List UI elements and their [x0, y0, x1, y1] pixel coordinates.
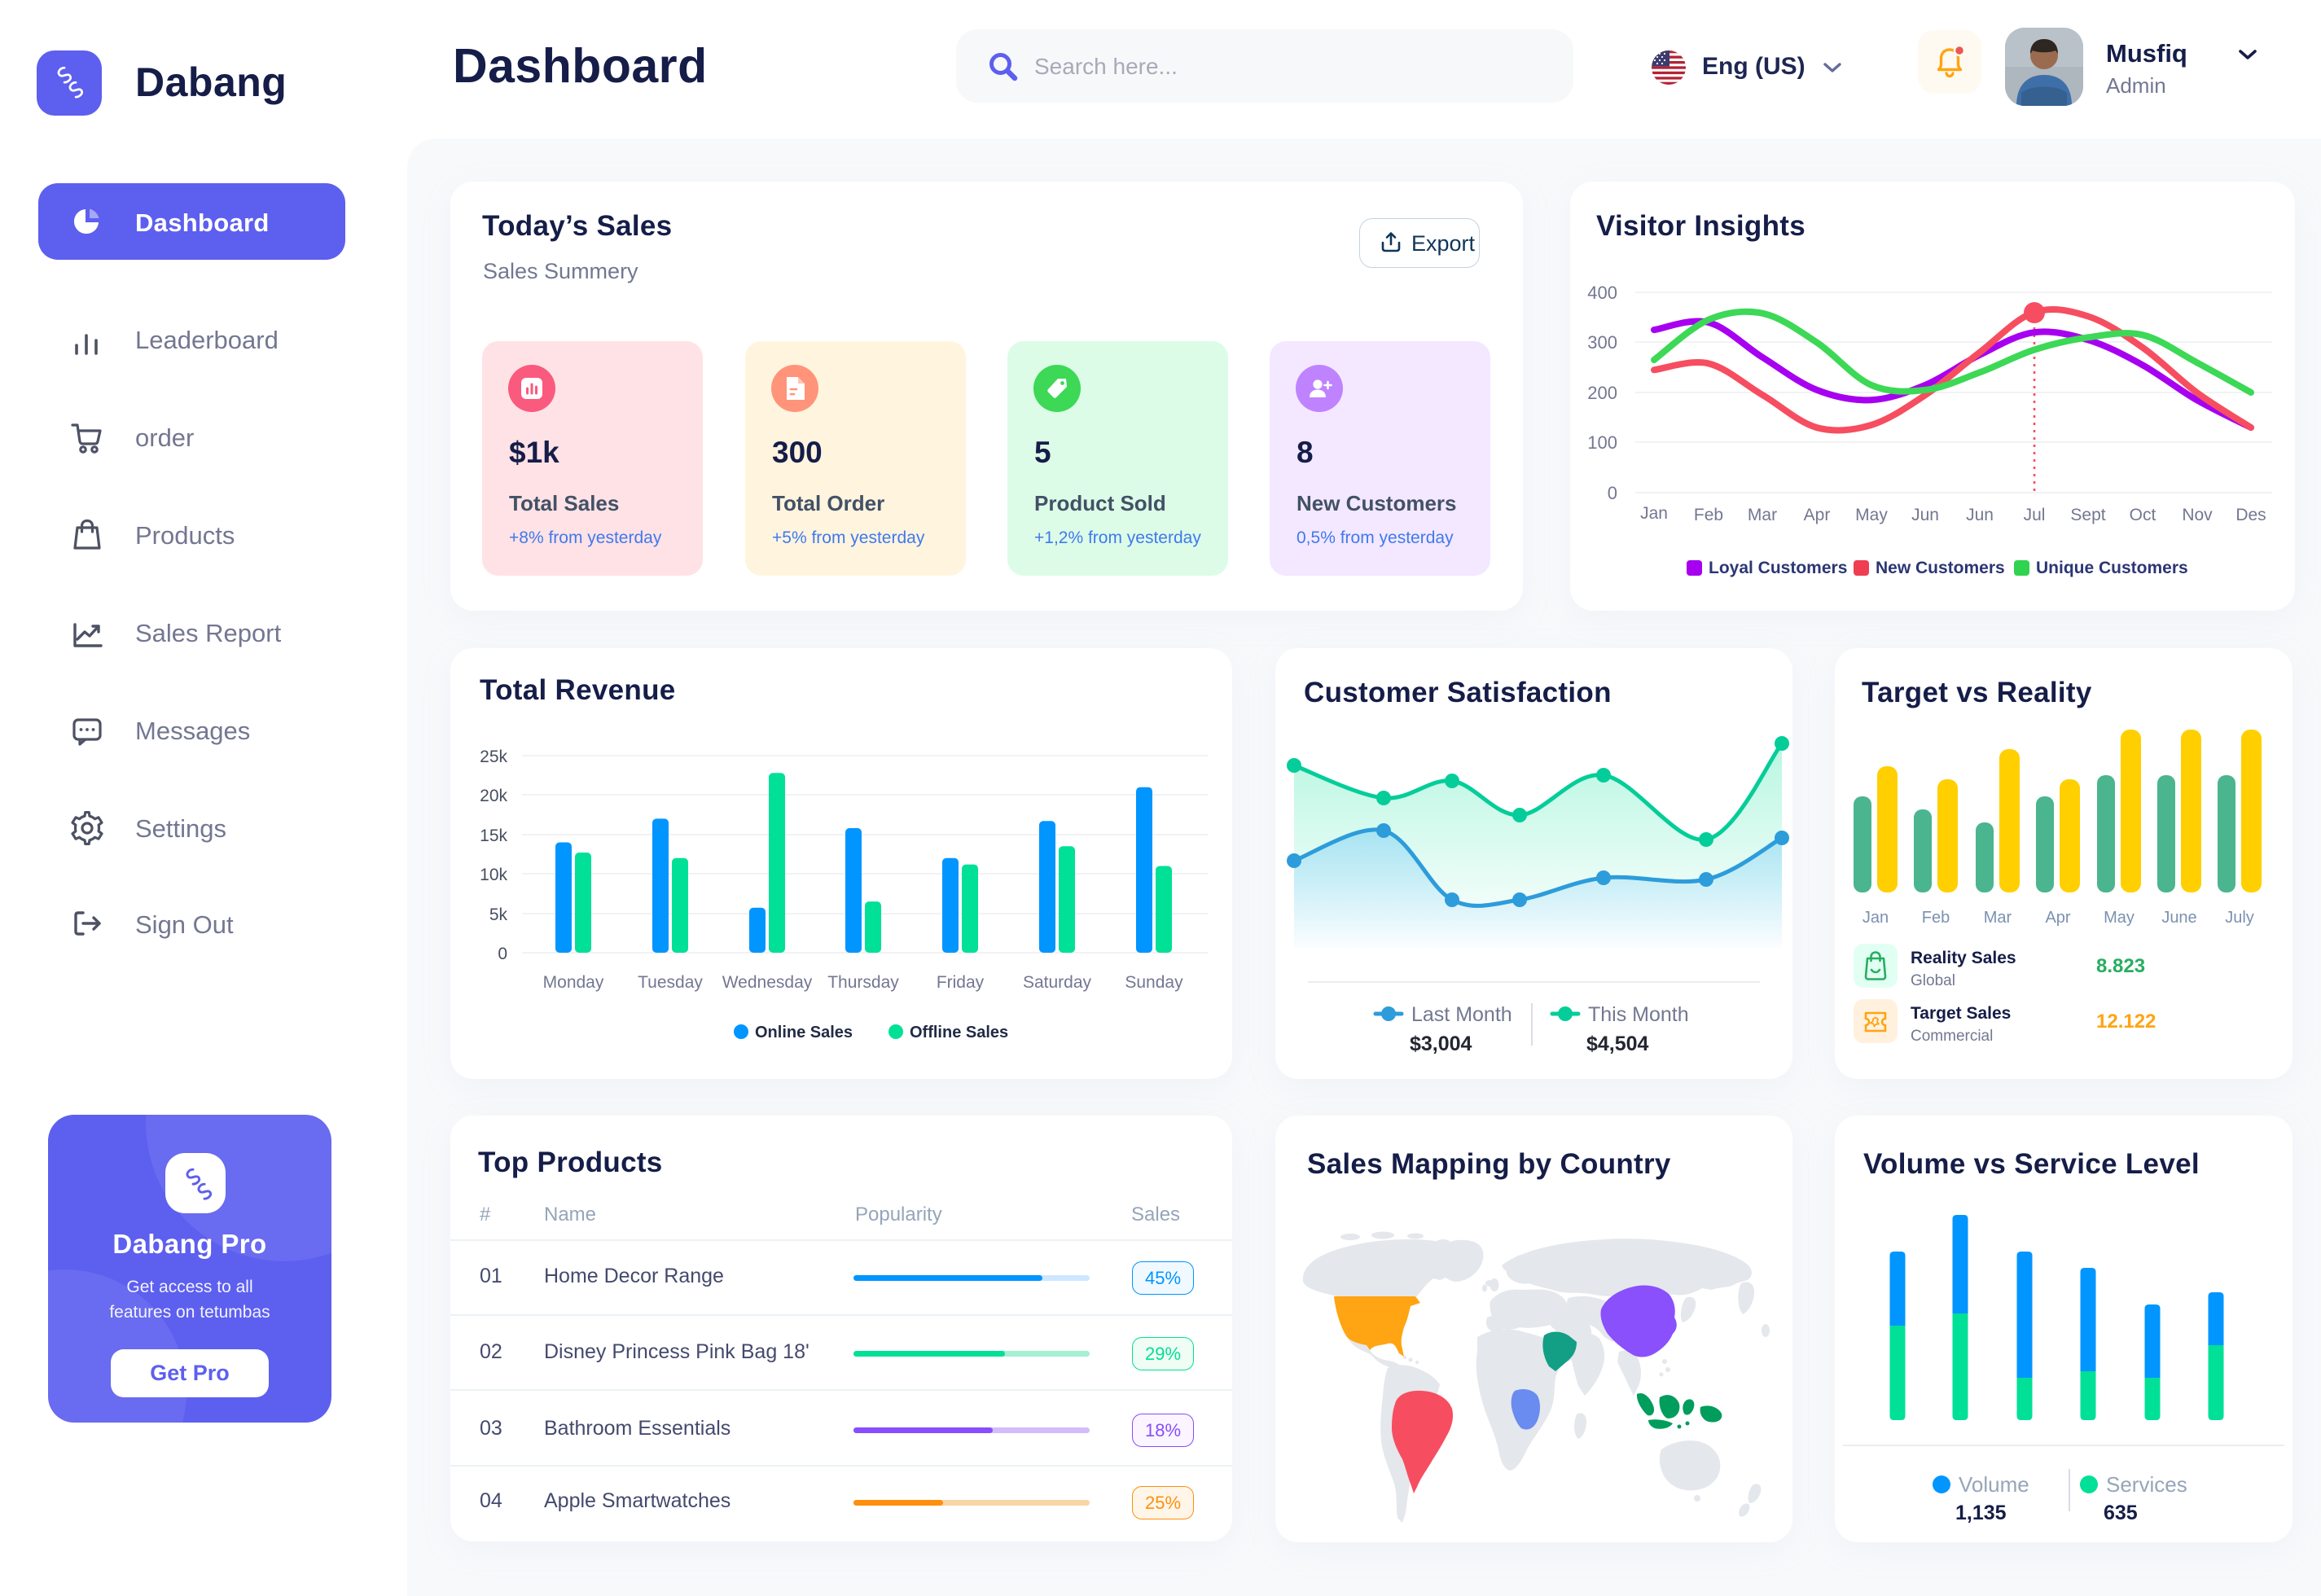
svg-text:Jan: Jan — [1863, 909, 1889, 927]
svg-text:May: May — [1855, 506, 1888, 524]
svg-text:100: 100 — [1587, 432, 1617, 453]
svg-text:25k: 25k — [480, 748, 507, 766]
svg-text:May: May — [2104, 909, 2135, 927]
svg-text:Loyal Customers: Loyal Customers — [1709, 559, 1847, 577]
svg-text:5k: 5k — [489, 905, 508, 924]
svg-text:$3,004: $3,004 — [1410, 1033, 1472, 1055]
svg-text:Jun: Jun — [1966, 506, 1994, 524]
svg-text:Feb: Feb — [1922, 909, 1950, 927]
svg-text:200: 200 — [1587, 383, 1617, 403]
svg-text:Sept: Sept — [2070, 506, 2105, 524]
svg-text:Feb: Feb — [1694, 506, 1723, 524]
svg-text:June: June — [2161, 909, 2196, 927]
svg-text:0: 0 — [1608, 483, 1617, 503]
svg-text:8.823: 8.823 — [2096, 955, 2145, 977]
svg-text:Online Sales: Online Sales — [755, 1024, 853, 1041]
svg-text:$4,504: $4,504 — [1586, 1033, 1649, 1055]
svg-text:Apr: Apr — [1804, 506, 1831, 524]
svg-text:1,135: 1,135 — [1955, 1502, 2007, 1524]
svg-text:20k: 20k — [480, 787, 507, 805]
svg-text:Tuesday: Tuesday — [638, 973, 703, 992]
svg-text:New Customers: New Customers — [1876, 559, 2005, 577]
svg-text:Unique Customers: Unique Customers — [2036, 559, 2188, 577]
svg-text:Volume: Volume — [1959, 1472, 2029, 1497]
svg-text:12.122: 12.122 — [2096, 1011, 2156, 1033]
svg-text:Oct: Oct — [2130, 506, 2156, 524]
svg-text:Reality Sales: Reality Sales — [1911, 949, 2016, 967]
svg-text:400: 400 — [1587, 283, 1617, 303]
svg-text:Offline Sales: Offline Sales — [910, 1024, 1008, 1041]
svg-text:Last Month: Last Month — [1411, 1003, 1512, 1026]
svg-text:Jul: Jul — [2024, 506, 2046, 524]
svg-text:Mar: Mar — [1984, 909, 2012, 927]
svg-text:0: 0 — [498, 945, 507, 963]
svg-text:This Month: This Month — [1588, 1003, 1689, 1026]
svg-text:Nov: Nov — [2182, 506, 2213, 524]
svg-text:Monday: Monday — [543, 973, 604, 992]
svg-text:15k: 15k — [480, 826, 507, 845]
svg-text:Des: Des — [2235, 506, 2266, 524]
svg-text:Commercial: Commercial — [1911, 1028, 1993, 1045]
svg-text:Global: Global — [1911, 972, 1955, 989]
svg-text:Wednesday: Wednesday — [722, 973, 813, 992]
svg-text:Mar: Mar — [1748, 506, 1777, 524]
svg-text:Services: Services — [2106, 1472, 2187, 1497]
svg-text:635: 635 — [2104, 1502, 2138, 1524]
svg-text:July: July — [2225, 909, 2254, 927]
svg-text:Jun: Jun — [1911, 506, 1939, 524]
svg-text:Apr: Apr — [2045, 909, 2070, 927]
svg-text:Sunday: Sunday — [1125, 973, 1183, 992]
svg-text:Jan: Jan — [1640, 504, 1668, 523]
svg-text:300: 300 — [1587, 332, 1617, 353]
svg-text:Saturday: Saturday — [1023, 973, 1092, 992]
svg-text:10k: 10k — [480, 866, 507, 884]
svg-text:Target Sales: Target Sales — [1911, 1004, 2011, 1023]
svg-text:Friday: Friday — [937, 973, 985, 992]
svg-text:Thursday: Thursday — [827, 973, 899, 992]
